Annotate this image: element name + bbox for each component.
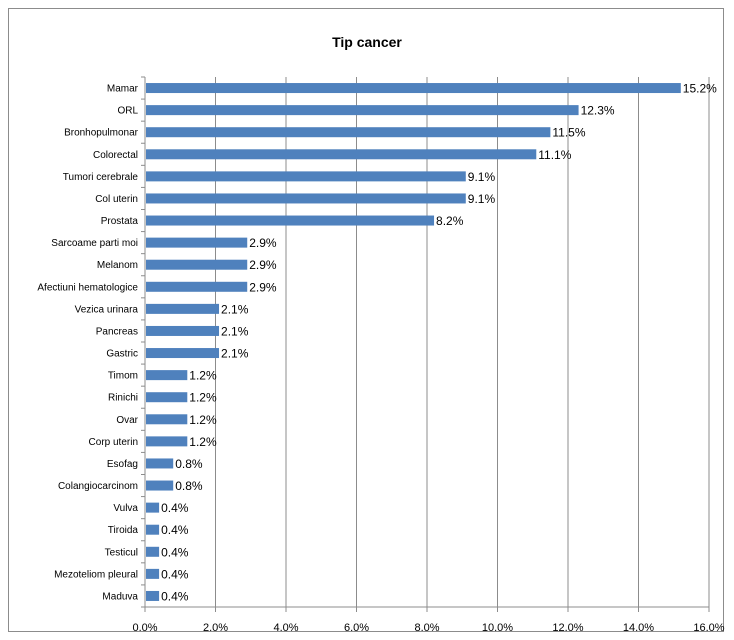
data-label: 2.1%: [221, 347, 249, 361]
bar: [146, 215, 435, 226]
data-label: 15.2%: [683, 82, 717, 96]
category-label: Sarcoame parti moi: [51, 238, 138, 249]
data-label: 0.4%: [161, 523, 189, 537]
bar: [146, 149, 537, 160]
category-label: Gastric: [106, 349, 138, 360]
chart-title: Tip cancer: [332, 34, 402, 50]
bar: [146, 458, 174, 469]
bar: [146, 281, 248, 292]
category-label: Colorectal: [93, 150, 138, 161]
data-label: 2.9%: [249, 236, 277, 250]
bar: [146, 590, 160, 601]
category-label: Vulva: [113, 503, 138, 514]
data-label: 11.5%: [552, 126, 585, 140]
bar: [146, 414, 188, 425]
category-label: Esofag: [107, 459, 138, 470]
category-label: Bronhopulmonar: [64, 128, 139, 139]
category-label: Ovar: [116, 415, 138, 426]
bar: [146, 502, 160, 513]
category-label: Corp uterin: [89, 437, 138, 448]
x-tick-label: 0.0%: [132, 622, 157, 634]
category-label: Tumori cerebrale: [63, 172, 139, 183]
bar: [146, 480, 174, 491]
x-tick-label: 12.0%: [552, 622, 583, 634]
category-label: Afectiuni hematologice: [37, 282, 138, 293]
data-label: 0.8%: [175, 479, 203, 493]
x-tick-label: 16.0%: [693, 622, 724, 634]
data-label: 12.3%: [581, 104, 615, 118]
data-label: 1.2%: [189, 435, 217, 449]
data-label: 9.1%: [468, 192, 496, 206]
data-label: 1.2%: [189, 391, 217, 405]
bar: [146, 193, 466, 204]
data-label: 0.4%: [161, 545, 189, 559]
category-label: Testicul: [105, 547, 138, 558]
category-label: ORL: [117, 106, 138, 117]
category-label: Timom: [108, 371, 138, 382]
category-label: Mezoteliom pleural: [54, 569, 138, 580]
bar: [146, 392, 188, 403]
data-label: 2.9%: [249, 280, 277, 294]
category-label: Maduva: [102, 591, 138, 602]
category-label: Pancreas: [96, 326, 138, 337]
x-tick-label: 10.0%: [482, 622, 513, 634]
bar: [146, 105, 579, 116]
x-tick-label: 4.0%: [273, 622, 298, 634]
bar: [146, 436, 188, 447]
bar: [146, 348, 220, 359]
bar: [146, 546, 160, 557]
x-tick-label: 2.0%: [203, 622, 228, 634]
category-label: Rinichi: [108, 393, 138, 404]
data-label: 2.9%: [249, 258, 277, 272]
bar: [146, 83, 681, 94]
data-label: 9.1%: [468, 170, 496, 184]
category-label: Prostata: [101, 216, 139, 227]
data-label: 2.1%: [221, 302, 249, 316]
category-label: Tiroida: [108, 525, 139, 536]
bar: [146, 524, 160, 535]
category-label: Melanom: [97, 260, 138, 271]
data-label: 8.2%: [436, 214, 464, 228]
category-label: Mamar: [107, 84, 139, 95]
x-tick-label: 14.0%: [623, 622, 654, 634]
data-label: 1.2%: [189, 413, 217, 427]
bar: [146, 127, 551, 138]
data-label: 0.4%: [161, 501, 189, 515]
x-tick-label: 6.0%: [344, 622, 369, 634]
x-tick-label: 8.0%: [414, 622, 439, 634]
data-label: 11.1%: [538, 148, 571, 162]
data-label: 0.8%: [175, 457, 203, 471]
data-label: 1.2%: [189, 369, 217, 383]
bar: [146, 303, 220, 314]
bar: [146, 259, 248, 270]
bar: [146, 568, 160, 579]
category-label: Colangiocarcinom: [58, 481, 138, 492]
bar: [146, 325, 220, 336]
category-label: Col uterin: [95, 194, 138, 205]
bar: [146, 370, 188, 381]
data-label: 0.4%: [161, 589, 189, 603]
bar: [146, 171, 466, 182]
data-label: 0.4%: [161, 567, 189, 581]
category-label: Vezica urinara: [75, 304, 139, 315]
bar: [146, 237, 248, 248]
data-label: 2.1%: [221, 324, 249, 338]
